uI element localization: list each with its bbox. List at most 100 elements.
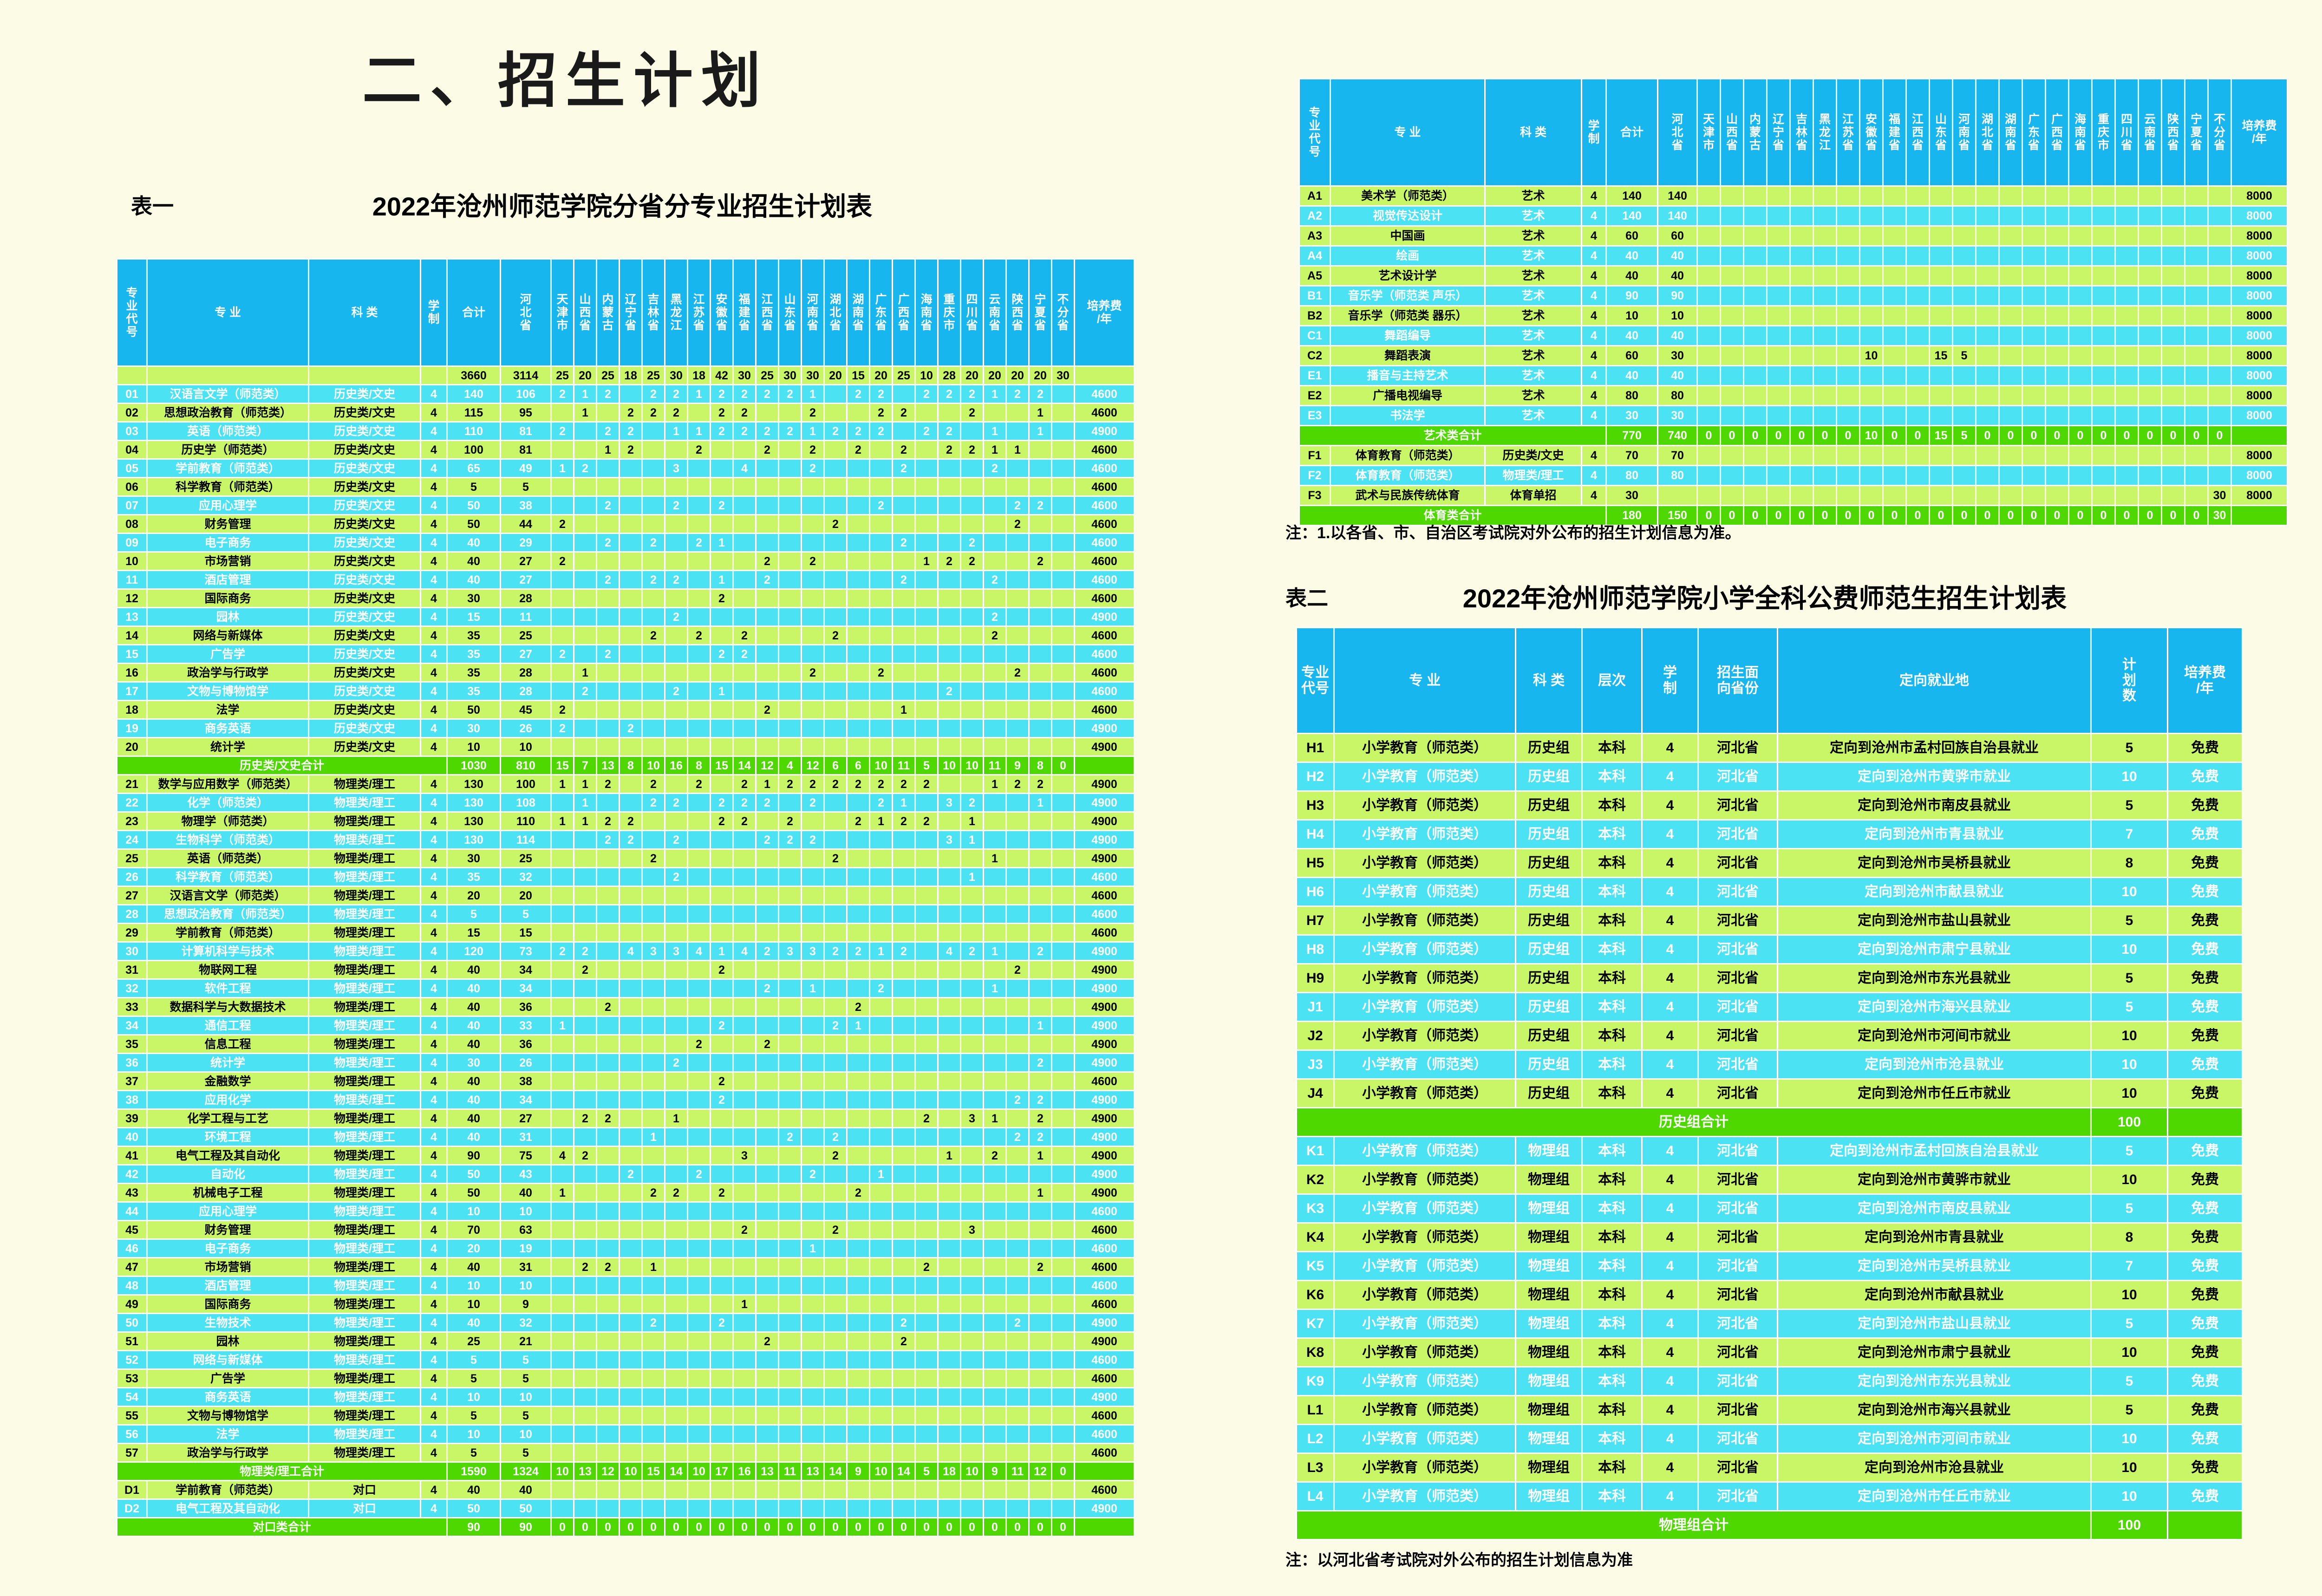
province-cell	[779, 1203, 801, 1220]
province-cell	[688, 961, 710, 978]
table-row: 51 园林 物理类/理工 4 25 21 2 2 4900	[117, 1333, 1134, 1350]
province-cell	[2069, 386, 2091, 405]
province-cell	[1907, 406, 1929, 425]
province-cell	[1744, 366, 1766, 385]
major-name: 政治学与行政学	[148, 1444, 308, 1461]
province-cell	[870, 1351, 892, 1368]
province-cell: 20	[1007, 367, 1028, 384]
fee-cell: 免费	[2168, 1137, 2242, 1165]
province-cell: 1	[574, 813, 596, 830]
source-province: 河北省	[1699, 849, 1777, 877]
major-code: 25	[117, 850, 146, 867]
major-name: 绘画	[1331, 247, 1484, 265]
province-cell: 10	[961, 757, 983, 774]
province-cell: 0	[2093, 426, 2114, 445]
province-cell	[757, 627, 778, 644]
province-cell	[665, 1017, 687, 1034]
plan-count: 5	[2092, 1195, 2167, 1222]
province-cell: 9	[501, 1296, 550, 1313]
fee-cell: 4900	[1075, 1314, 1134, 1331]
major-name: 小学教育（师范类）	[1335, 1224, 1515, 1251]
fee-cell: 4900	[1075, 943, 1134, 960]
province-cell	[2162, 267, 2184, 285]
province-cell	[870, 553, 892, 570]
province-cell	[620, 478, 641, 495]
degree-level: 本科	[1583, 1051, 1641, 1078]
study-years: 4	[421, 720, 446, 737]
major-code: 07	[117, 497, 146, 514]
province-cell	[597, 1444, 619, 1461]
province-cell	[1007, 645, 1028, 663]
province-cell	[961, 1333, 983, 1350]
province-cell	[893, 1444, 914, 1461]
province-cell	[1030, 887, 1051, 904]
province-cell	[1837, 306, 1859, 325]
province-cell: 0	[688, 1518, 710, 1536]
province-cell	[2209, 187, 2231, 205]
province-cell	[1698, 207, 1720, 225]
province-cell	[848, 1314, 869, 1331]
province-cell	[825, 701, 846, 718]
province-cell: 2	[757, 1333, 778, 1350]
province-cell	[2139, 466, 2161, 485]
province-cell: 16	[734, 1463, 755, 1480]
province-cell	[779, 534, 801, 551]
major-code: K4	[1297, 1224, 1333, 1251]
province-cell: 2	[643, 794, 664, 811]
table2-label: 表二	[1285, 586, 1328, 610]
section-total-row: 历史组合计 100	[1297, 1108, 2242, 1136]
province-cell: 19	[501, 1240, 550, 1257]
province-cell	[893, 1426, 914, 1443]
province-cell	[1698, 227, 1720, 245]
province-cell	[1744, 446, 1766, 465]
province-cell	[893, 608, 914, 625]
province-cell: 0	[1976, 426, 1998, 445]
province-cell	[1007, 1277, 1028, 1294]
province-cell	[1052, 1184, 1074, 1201]
subject-group: 物理组	[1516, 1166, 1581, 1193]
province-cell	[802, 478, 823, 495]
province-cell	[597, 683, 619, 700]
major-name: 酒店管理	[148, 571, 308, 588]
province-cell: 28	[501, 683, 550, 700]
province-cell: 73	[501, 943, 550, 960]
fee-cell: 4600	[1075, 1240, 1134, 1257]
province-cell	[1744, 187, 1766, 205]
fee-cell: 免费	[2168, 734, 2242, 762]
major-name: 小学教育（师范类）	[1335, 964, 1515, 992]
province-cell	[597, 1277, 619, 1294]
province-cell	[779, 1166, 801, 1183]
employment-place: 定向到沧州市孟村回族自治县就业	[1778, 734, 2090, 762]
province-cell	[2139, 306, 2161, 325]
section-total-value: 90	[448, 1518, 500, 1536]
province-cell	[2000, 306, 2022, 325]
province-cell	[711, 1296, 732, 1313]
province-cell	[825, 1036, 846, 1053]
subject-category: 物理类/理工	[309, 794, 420, 811]
province-cell: 2	[802, 441, 823, 458]
province-cell	[620, 868, 641, 886]
province-cell	[552, 627, 573, 644]
fee-cell: 4600	[1075, 683, 1134, 700]
major-name: 小学教育（师范类）	[1335, 1454, 1515, 1481]
subject-category: 物理类/理工	[309, 831, 420, 848]
province-cell	[984, 738, 1005, 756]
province-cell: 2	[757, 553, 778, 570]
fee-cell: 4900	[1075, 738, 1134, 756]
province-cell	[734, 720, 755, 737]
employment-place: 定向到沧州市献县就业	[1778, 878, 2090, 905]
province-cell	[2185, 306, 2207, 325]
province-cell	[1721, 386, 1743, 405]
fee-cell: 4900	[1075, 850, 1134, 867]
column-header: 山 西 省	[574, 260, 596, 365]
row-total: 30	[448, 720, 500, 737]
province-cell	[848, 1036, 869, 1053]
study-years: 4	[421, 423, 446, 440]
fee-cell: 免费	[2168, 1195, 2242, 1222]
province-cell	[552, 1351, 573, 1368]
province-cell: 1	[802, 1240, 823, 1257]
province-cell	[688, 1407, 710, 1424]
province-cell	[1768, 227, 1789, 245]
province-cell	[1860, 386, 1882, 405]
subject-group: 物理组	[1516, 1137, 1581, 1165]
